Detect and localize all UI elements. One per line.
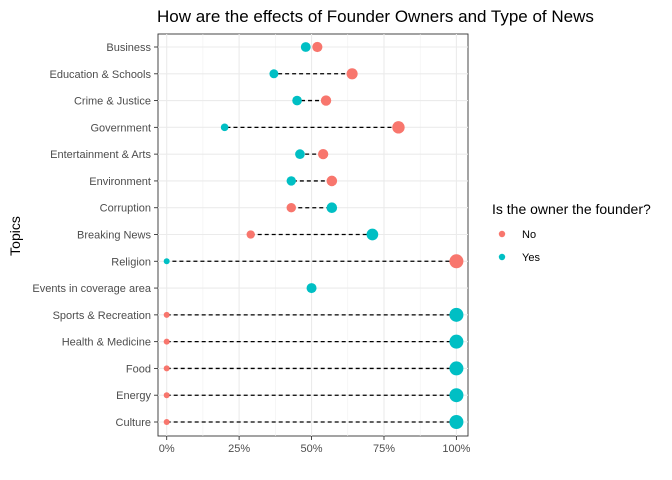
point-no — [312, 41, 323, 53]
y-tick-label: Entertainment & Arts — [50, 149, 151, 161]
legend-title: Is the owner the founder? — [492, 201, 651, 217]
point-yes — [306, 283, 317, 294]
y-tick-label: Religion — [111, 256, 151, 268]
point-yes — [366, 228, 379, 241]
y-tick-label: Government — [90, 122, 151, 134]
point-no — [320, 95, 332, 106]
point-no — [346, 68, 358, 80]
y-tick-label: Food — [126, 363, 151, 375]
legend-key-yes — [498, 253, 506, 261]
point-no — [449, 254, 464, 269]
y-tick-label: Corruption — [100, 203, 151, 215]
data-points — [163, 41, 464, 429]
chart-title: How are the effects of Founder Owners an… — [157, 7, 594, 26]
point-yes — [449, 388, 464, 403]
y-tick-label: Sports & Recreation — [53, 310, 151, 322]
point-yes — [286, 176, 296, 186]
point-no — [163, 311, 170, 318]
y-tick-label: Education & Schools — [49, 69, 151, 81]
point-no — [163, 365, 170, 372]
point-yes — [449, 361, 464, 376]
point-no — [326, 175, 338, 187]
point-yes — [449, 307, 464, 322]
point-yes — [295, 149, 305, 159]
point-yes — [292, 95, 302, 106]
point-no — [392, 121, 405, 134]
point-no — [163, 419, 170, 425]
x-tick-label: 0% — [159, 443, 175, 455]
point-no — [163, 338, 170, 345]
y-tick-label: Energy — [116, 390, 151, 402]
y-axis-title: Topics — [7, 216, 23, 256]
point-yes — [449, 415, 464, 429]
point-yes — [300, 42, 311, 52]
point-yes — [220, 123, 229, 132]
point-yes — [326, 202, 338, 213]
legend-label-yes: Yes — [522, 252, 540, 264]
y-tick-label: Environment — [89, 176, 151, 188]
point-no — [317, 148, 329, 160]
point-no — [163, 392, 170, 399]
legend: No Yes — [498, 229, 540, 264]
y-tick-label: Events in coverage area — [32, 283, 152, 295]
y-tick-label: Crime & Justice — [74, 96, 151, 108]
point-yes — [163, 258, 170, 265]
x-tick-label: 75% — [373, 443, 395, 455]
x-axis-ticks: 0% 25% 50% 75% 100% — [159, 436, 471, 455]
y-tick-label: Business — [106, 42, 151, 54]
x-tick-label: 100% — [442, 443, 470, 455]
point-yes — [269, 69, 279, 79]
y-tick-label: Breaking News — [77, 230, 151, 242]
point-yes — [449, 334, 464, 349]
point-no — [286, 202, 296, 213]
y-tick-label: Culture — [116, 417, 151, 429]
legend-label-no: No — [522, 229, 536, 241]
x-tick-label: 25% — [228, 443, 250, 455]
x-tick-label: 50% — [301, 443, 323, 455]
y-tick-label: Health & Medicine — [62, 337, 151, 349]
point-no — [246, 230, 255, 239]
y-axis-ticks: Business Education & Schools Crime & Justi… — [32, 42, 158, 429]
legend-key-no — [498, 230, 506, 238]
